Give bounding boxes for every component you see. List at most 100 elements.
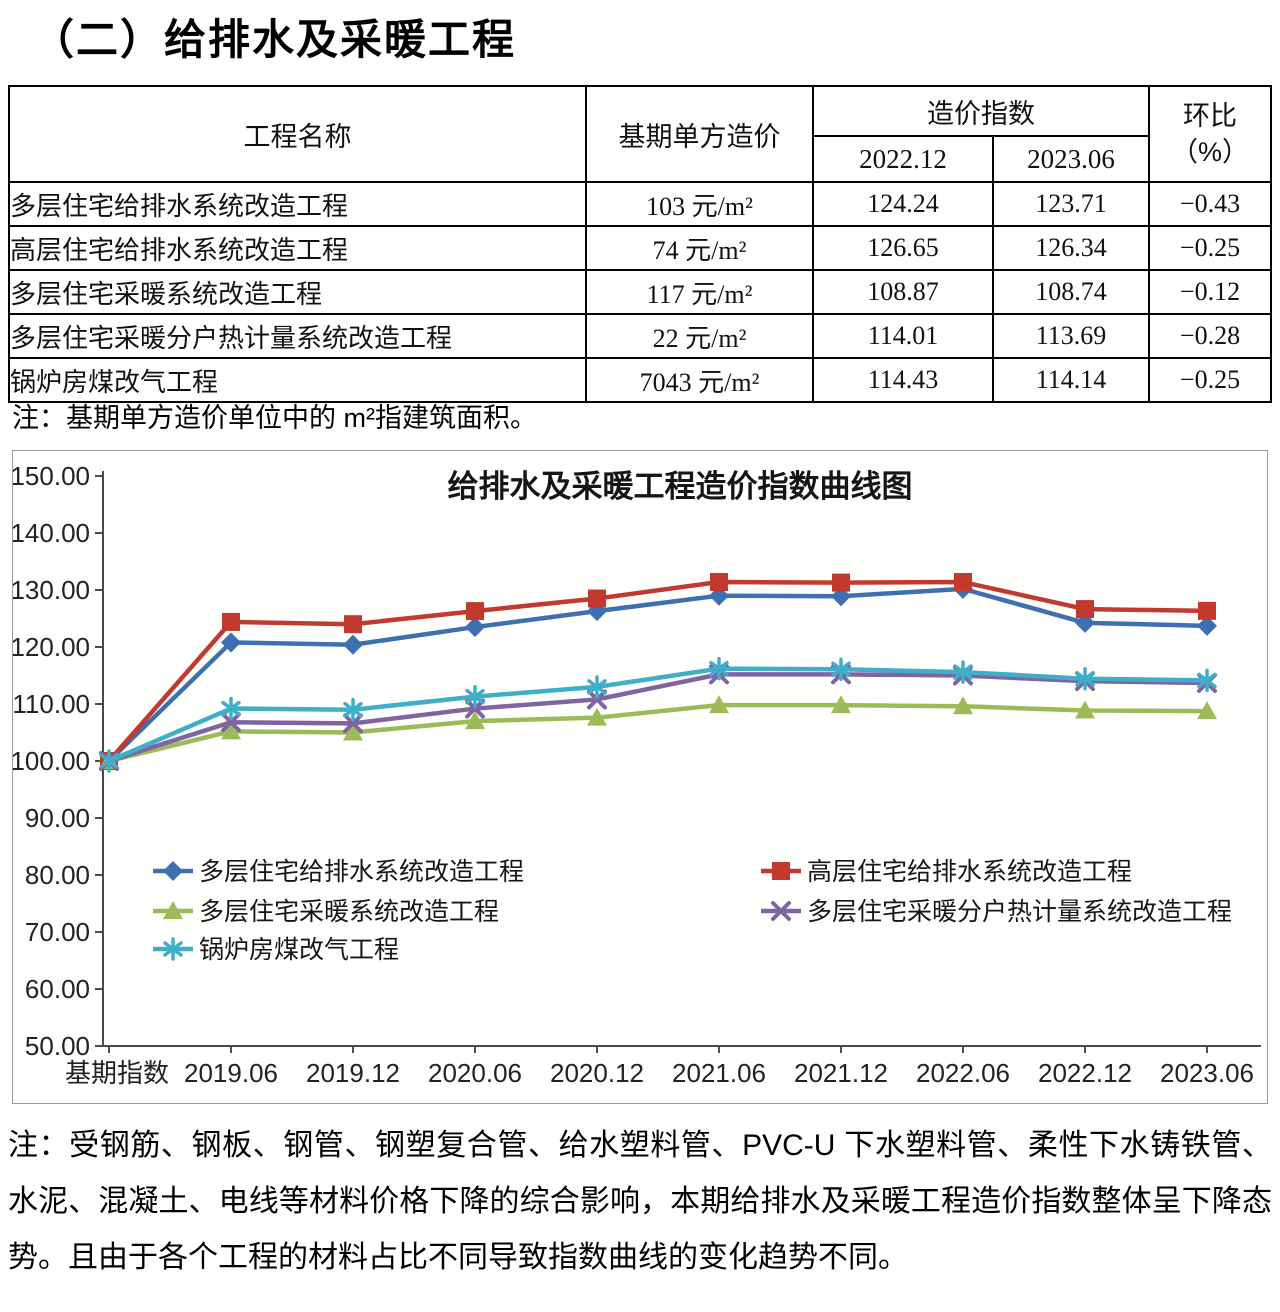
col-header-index-group: 造价指数 <box>812 85 1150 137</box>
x-tick-label: 2019.06 <box>184 1058 278 1088</box>
series-line-1 <box>106 579 1210 764</box>
series-marker-asterisk <box>709 656 729 681</box>
series-marker-asterisk <box>587 675 607 699</box>
x-tick-label: 2021.06 <box>672 1058 766 1088</box>
series-marker-x <box>771 901 791 921</box>
analysis-note: 注：受钢筋、钢板、钢管、钢塑复合管、给水塑料管、PVC-U 下水塑料管、柔性下水… <box>8 1129 1272 1274</box>
y-tick-label: 110.00 <box>13 689 90 719</box>
index-2022-12-cell: 114.43 <box>812 357 994 403</box>
col-header-mom: 环比 （%） <box>1148 85 1272 183</box>
series-marker-asterisk <box>831 657 851 681</box>
series-line-2 <box>106 702 1210 764</box>
legend-item-label: 多层住宅采暖系统改造工程 <box>199 898 499 926</box>
series-marker-square <box>588 589 606 608</box>
table-row: 多层住宅采暖系统改造工程 117 元/m² 108.87 108.74 −0.1… <box>8 269 1272 315</box>
index-2023-06-cell: 113.69 <box>992 313 1150 359</box>
series-marker-asterisk <box>953 660 973 684</box>
index-2023-06-cell: 114.14 <box>992 357 1150 403</box>
legend-item-label: 高层住宅给排水系统改造工程 <box>807 858 1132 886</box>
series-marker-triangle <box>163 901 183 919</box>
legend-item-4: 锅炉房煤改气工程 <box>153 936 399 964</box>
series-line-3 <box>106 672 1210 764</box>
series-marker-triangle <box>831 695 851 714</box>
series-marker-asterisk <box>221 696 241 721</box>
mom-cell: −0.25 <box>1148 225 1272 271</box>
series-marker-x <box>465 698 485 719</box>
table-row: 多层住宅给排水系统改造工程 103 元/m² 124.24 123.71 −0.… <box>8 181 1272 227</box>
mom-cell: −0.25 <box>1148 357 1272 403</box>
series-marker-square <box>222 612 240 631</box>
series-marker-triangle <box>1075 700 1095 719</box>
series-marker-diamond <box>587 601 607 622</box>
y-tick-label: 60.00 <box>25 974 90 1004</box>
index-2023-06-cell: 123.71 <box>992 181 1150 227</box>
x-tick-label: 2022.12 <box>1038 1058 1132 1088</box>
series-markers-4 <box>99 656 1217 773</box>
base-cost-cell: 74 元/m² <box>585 225 814 271</box>
y-tick-label: 150.00 <box>13 461 90 491</box>
index-2022-12-cell: 108.87 <box>812 269 994 315</box>
series-marker-square <box>466 602 484 621</box>
legend-item-3: 多层住宅采暖分户热计量系统改造工程 <box>761 898 1232 926</box>
y-tick-label: 140.00 <box>13 518 90 548</box>
col-header-mom-line2: （%） <box>1170 137 1249 167</box>
series-marker-triangle <box>587 707 607 726</box>
series-marker-square <box>1076 600 1094 619</box>
base-cost-cell: 117 元/m² <box>585 269 814 315</box>
index-2023-06-cell: 108.74 <box>992 269 1150 315</box>
y-tick-label: 80.00 <box>25 860 90 890</box>
project-name-cell: 多层住宅采暖系统改造工程 <box>8 269 587 315</box>
base-cost-cell: 22 元/m² <box>585 313 814 359</box>
series-marker-x <box>221 712 241 733</box>
x-axis: 基期指数 2019.06 2019.12 2020.06 2020.12 2021.06 2… <box>65 1045 1261 1088</box>
project-name-cell: 多层住宅给排水系统改造工程 <box>8 181 587 227</box>
series-line-0 <box>106 586 1210 764</box>
index-2022-12-cell: 114.01 <box>812 313 994 359</box>
series-marker-asterisk <box>99 749 119 773</box>
page-title: （二）给排水及采暖工程 <box>32 16 517 63</box>
cost-index-table: 工程名称 基期单方造价 造价指数 环比 （%） 2022.12 2023.06 … <box>8 85 1272 403</box>
series-marker-asterisk <box>343 697 363 722</box>
project-name-cell: 多层住宅采暖分户热计量系统改造工程 <box>8 313 587 359</box>
series-marker-diamond <box>343 634 363 655</box>
base-cost-cell: 103 元/m² <box>585 181 814 227</box>
series-marker-diamond <box>163 861 183 881</box>
series-marker-triangle <box>343 722 363 741</box>
series-marker-triangle <box>953 696 973 715</box>
series-marker-square <box>344 615 362 634</box>
mom-cell: −0.12 <box>1148 269 1272 315</box>
table-row: 锅炉房煤改气工程 7043 元/m² 114.43 114.14 −0.25 <box>8 357 1272 403</box>
y-tick-label: 130.00 <box>13 575 90 605</box>
y-tick-label: 120.00 <box>13 632 90 662</box>
col-header-base-cost: 基期单方造价 <box>585 85 814 183</box>
project-name-cell: 高层住宅给排水系统改造工程 <box>8 225 587 271</box>
col-header-mom-line1: 环比 <box>1183 101 1237 131</box>
series-marker-square <box>832 573 850 592</box>
series-marker-x <box>587 689 607 710</box>
x-tick-label: 2022.06 <box>916 1058 1010 1088</box>
chart-svg: 给排水及采暖工程造价指数曲线图 50.00 60.00 70.00 80.00 90.00… <box>13 461 1261 1088</box>
series-marker-square <box>954 573 972 592</box>
legend-item-1: 高层住宅给排水系统改造工程 <box>761 858 1132 886</box>
col-header-2022-12: 2022.12 <box>812 135 994 183</box>
series-marker-triangle <box>221 721 241 740</box>
project-name-cell: 锅炉房煤改气工程 <box>8 357 587 403</box>
col-header-project-name: 工程名称 <box>8 85 587 183</box>
cost-index-line-chart: 给排水及采暖工程造价指数曲线图 50.00 60.00 70.00 80.00 90.00… <box>12 450 1268 1104</box>
table-row: 多层住宅采暖分户热计量系统改造工程 22 元/m² 114.01 113.69 … <box>8 313 1272 359</box>
legend-item-2: 多层住宅采暖系统改造工程 <box>153 898 499 926</box>
series-marker-triangle <box>1197 701 1217 720</box>
legend-item-0: 多层住宅给排水系统改造工程 <box>153 858 524 886</box>
series-marker-asterisk <box>465 684 485 709</box>
legend-item-label: 多层住宅给排水系统改造工程 <box>199 858 524 886</box>
index-2023-06-cell: 126.34 <box>992 225 1150 271</box>
base-cost-cell: 7043 元/m² <box>585 357 814 403</box>
series-marker-x <box>343 713 363 734</box>
series-marker-square <box>772 862 790 880</box>
x-tick-label: 2020.12 <box>550 1058 644 1088</box>
index-2022-12-cell: 126.65 <box>812 225 994 271</box>
x-tick-label: 2020.06 <box>428 1058 522 1088</box>
x-tick-label: 2023.06 <box>1160 1058 1254 1088</box>
table-row: 高层住宅给排水系统改造工程 74 元/m² 126.65 126.34 −0.2… <box>8 225 1272 271</box>
series-marker-triangle <box>465 711 485 730</box>
